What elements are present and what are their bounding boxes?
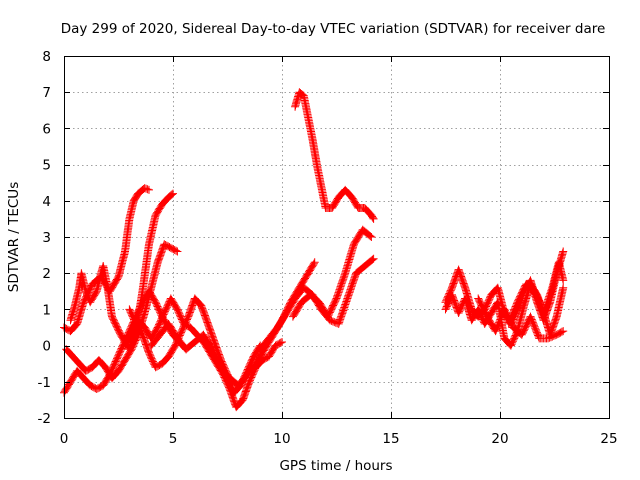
chart-title: Day 299 of 2020, Sidereal Day-to-day VTE… xyxy=(61,21,606,37)
y-tick-label: 5 xyxy=(42,158,51,174)
y-tick-label: 4 xyxy=(42,194,51,210)
series-markers xyxy=(504,258,568,328)
series-markers xyxy=(291,88,378,223)
x-tick-label: 20 xyxy=(491,431,508,447)
x-tick-label: 25 xyxy=(600,431,617,447)
y-tick-label: 1 xyxy=(42,302,51,318)
y-tick-label: -1 xyxy=(38,375,51,391)
y-tick-label: 7 xyxy=(42,85,51,101)
x-axis-label: GPS time / hours xyxy=(279,458,392,474)
y-tick-label: 0 xyxy=(42,339,51,355)
x-tick-label: 0 xyxy=(60,431,69,447)
x-tick-label: 15 xyxy=(382,431,399,447)
x-tick-label: 10 xyxy=(273,431,290,447)
y-axis-label: SDTVAR / TECUs xyxy=(6,182,22,292)
data-layer xyxy=(60,88,568,412)
y-tick-label: 6 xyxy=(42,121,51,137)
series-markers xyxy=(147,258,319,390)
series-trace-7 xyxy=(147,258,319,390)
tick-layer xyxy=(64,56,610,419)
y-tick-label: 3 xyxy=(42,230,51,246)
y-tick-label: 8 xyxy=(42,49,51,65)
y-tick-label: -2 xyxy=(38,411,51,427)
series-trace-10 xyxy=(291,88,378,223)
series-trace-14 xyxy=(504,258,568,328)
series-trace-9 xyxy=(288,225,376,321)
grid-layer xyxy=(64,56,609,418)
y-tick-label: 2 xyxy=(42,266,51,282)
x-tick-labels: 0 5 10 15 20 25 xyxy=(60,431,618,447)
y-tick-labels: -2 -1 0 1 2 3 4 5 6 7 8 xyxy=(38,49,51,427)
series-markers xyxy=(288,225,376,321)
x-tick-label: 5 xyxy=(169,431,178,447)
